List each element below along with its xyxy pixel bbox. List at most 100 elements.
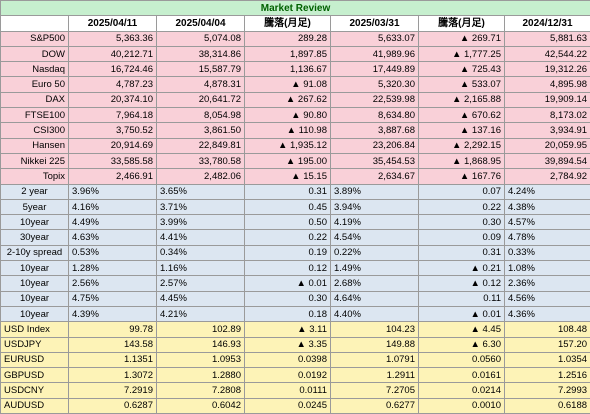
value-cell: 2.57% bbox=[157, 276, 245, 291]
change-cell: 0.22 bbox=[419, 199, 505, 214]
value-cell: 17,449.89 bbox=[331, 62, 419, 77]
value-cell: 39,894.54 bbox=[505, 153, 590, 168]
change-cell: ▲ 2,165.88 bbox=[419, 92, 505, 107]
value-cell: 7,964.18 bbox=[69, 108, 157, 123]
change-cell: 0.50 bbox=[245, 215, 331, 230]
value-cell: 143.58 bbox=[69, 337, 157, 352]
value-cell: 0.22% bbox=[331, 245, 419, 260]
value-cell: 3.65% bbox=[157, 184, 245, 199]
value-cell: 8,054.98 bbox=[157, 108, 245, 123]
row-label: Topix bbox=[1, 169, 69, 184]
row-label: USDJPY bbox=[1, 337, 69, 352]
row-label: 10year bbox=[1, 215, 69, 230]
change-cell: 0.31 bbox=[419, 245, 505, 260]
change-cell: ▲ 533.07 bbox=[419, 77, 505, 92]
value-cell: 4.36% bbox=[505, 306, 590, 321]
value-cell: 20,374.10 bbox=[69, 92, 157, 107]
change-cell: ▲ 269.71 bbox=[419, 31, 505, 46]
value-cell: 5,633.07 bbox=[331, 31, 419, 46]
change-cell: ▲ 1,935.12 bbox=[245, 138, 331, 153]
header-row: 2025/04/11 2025/04/04 騰落(月足) 2025/03/31 … bbox=[1, 16, 590, 31]
header-cell-date2: 2025/04/04 bbox=[157, 16, 245, 31]
value-cell: 0.53% bbox=[69, 245, 157, 260]
value-cell: 4,895.98 bbox=[505, 77, 590, 92]
value-cell: 4.56% bbox=[505, 291, 590, 306]
row-label: 2 year bbox=[1, 184, 69, 199]
row-label: 10year bbox=[1, 306, 69, 321]
value-cell: 0.6188 bbox=[505, 398, 590, 413]
row-label: Nasdaq bbox=[1, 62, 69, 77]
value-cell: 7.2705 bbox=[331, 383, 419, 398]
value-cell: 4.16% bbox=[69, 199, 157, 214]
change-cell: ▲ 1,868.95 bbox=[419, 153, 505, 168]
header-cell-change2: 騰落(月足) bbox=[419, 16, 505, 31]
value-cell: 1.0953 bbox=[157, 352, 245, 367]
change-cell: 0.18 bbox=[245, 306, 331, 321]
change-cell: 0.07 bbox=[419, 184, 505, 199]
change-cell: 0.12 bbox=[245, 261, 331, 276]
change-cell: 0.0161 bbox=[419, 368, 505, 383]
value-cell: 15,587.79 bbox=[157, 62, 245, 77]
change-cell: ▲ 1,777.25 bbox=[419, 46, 505, 61]
value-cell: 42,544.22 bbox=[505, 46, 590, 61]
value-cell: 38,314.86 bbox=[157, 46, 245, 61]
change-cell: ▲ 0.01 bbox=[245, 276, 331, 291]
value-cell: 3.71% bbox=[157, 199, 245, 214]
header-cell-change1: 騰落(月足) bbox=[245, 16, 331, 31]
value-cell: 1.2516 bbox=[505, 368, 590, 383]
value-cell: 0.6277 bbox=[331, 398, 419, 413]
row-label: 10year bbox=[1, 261, 69, 276]
row-label: DAX bbox=[1, 92, 69, 107]
row-label: 5year bbox=[1, 199, 69, 214]
change-cell: 289.28 bbox=[245, 31, 331, 46]
change-cell: ▲ 725.43 bbox=[419, 62, 505, 77]
value-cell: 5,074.08 bbox=[157, 31, 245, 46]
change-cell: ▲ 137.16 bbox=[419, 123, 505, 138]
row-label: Hansen bbox=[1, 138, 69, 153]
value-cell: 7.2919 bbox=[69, 383, 157, 398]
value-cell: 33,585.58 bbox=[69, 153, 157, 168]
value-cell: 4.45% bbox=[157, 291, 245, 306]
change-cell: 0.30 bbox=[419, 215, 505, 230]
value-cell: 16,724.46 bbox=[69, 62, 157, 77]
value-cell: 3.89% bbox=[331, 184, 419, 199]
value-cell: 33,780.58 bbox=[157, 153, 245, 168]
row-label: GBPUSD bbox=[1, 368, 69, 383]
change-cell: 1,897.85 bbox=[245, 46, 331, 61]
value-cell: 22,849.81 bbox=[157, 138, 245, 153]
value-cell: 4.75% bbox=[69, 291, 157, 306]
change-cell: ▲ 195.00 bbox=[245, 153, 331, 168]
change-cell: 1,136.67 bbox=[245, 62, 331, 77]
header-cell-date1: 2025/04/11 bbox=[69, 16, 157, 31]
value-cell: 1.1351 bbox=[69, 352, 157, 367]
value-cell: 4.39% bbox=[69, 306, 157, 321]
change-cell: ▲ 167.76 bbox=[419, 169, 505, 184]
row-label: Euro 50 bbox=[1, 77, 69, 92]
value-cell: 4.38% bbox=[505, 199, 590, 214]
value-cell: 0.34% bbox=[157, 245, 245, 260]
value-cell: 5,881.63 bbox=[505, 31, 590, 46]
row-label: AUDUSD bbox=[1, 398, 69, 413]
value-cell: 2,466.91 bbox=[69, 169, 157, 184]
value-cell: 41,989.96 bbox=[331, 46, 419, 61]
header-cell-date3: 2025/03/31 bbox=[331, 16, 419, 31]
change-cell: 0.0192 bbox=[245, 368, 331, 383]
value-cell: 5,320.30 bbox=[331, 77, 419, 92]
value-cell: 1.08% bbox=[505, 261, 590, 276]
value-cell: 2,634.67 bbox=[331, 169, 419, 184]
value-cell: 4.19% bbox=[331, 215, 419, 230]
value-cell: 104.23 bbox=[331, 322, 419, 337]
value-cell: 108.48 bbox=[505, 322, 590, 337]
value-cell: 3.94% bbox=[331, 199, 419, 214]
row-label: FTSE100 bbox=[1, 108, 69, 123]
